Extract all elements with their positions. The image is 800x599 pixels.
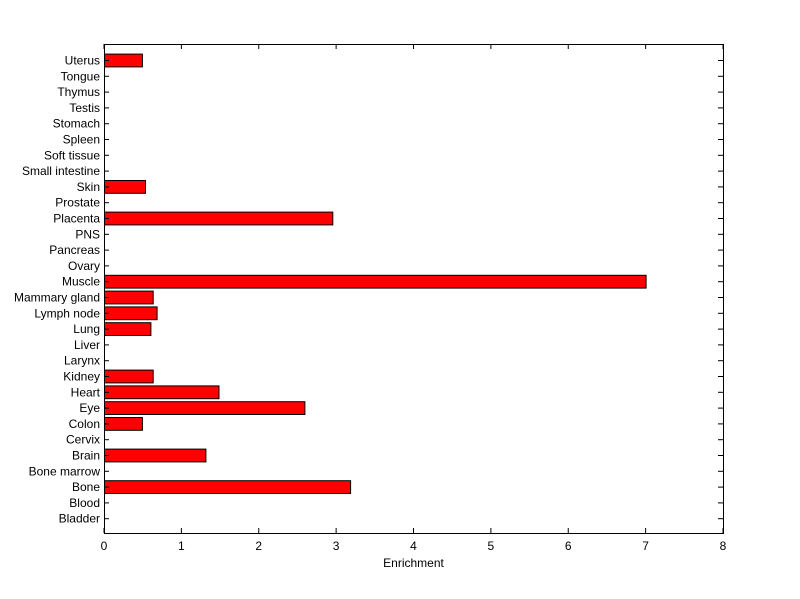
- y-tick-label: Tongue: [61, 69, 101, 83]
- x-tick-label: 0: [101, 539, 108, 553]
- y-tick-label: Liver: [74, 338, 100, 352]
- y-tick-label: Cervix: [66, 433, 100, 447]
- y-tick-label: Lymph node: [34, 306, 100, 320]
- y-tick-label: Larynx: [64, 354, 100, 368]
- x-tick-label: 8: [720, 539, 727, 553]
- y-tick-label: Mammary gland: [14, 291, 100, 305]
- x-axis: 0 1 2 3 4 5 6 7 8: [101, 44, 727, 553]
- x-tick-label: 1: [178, 539, 185, 553]
- bar-mammary-gland: [104, 290, 154, 305]
- bar-brain: [104, 448, 207, 463]
- bar-lymph-node: [104, 306, 158, 321]
- y-tick-label: Colon: [69, 417, 100, 431]
- x-axis-label: Enrichment: [383, 556, 444, 570]
- bar-skin: [104, 180, 146, 194]
- bar-uterus: [104, 53, 143, 68]
- bar-muscle: [104, 274, 647, 289]
- y-tick-label: Lung: [73, 322, 100, 336]
- bars-group: [104, 53, 647, 495]
- y-tick-label: Heart: [71, 385, 101, 399]
- y-tick-label: PNS: [75, 227, 100, 241]
- y-tick-label: Small intestine: [22, 164, 100, 178]
- y-tick-label: Placenta: [53, 212, 100, 226]
- bar-bone: [104, 480, 352, 495]
- y-tick-label: Brain: [72, 449, 100, 463]
- x-tick-label: 7: [642, 539, 649, 553]
- y-tick-label: Kidney: [63, 370, 100, 384]
- y-tick-label: Skin: [77, 180, 100, 194]
- y-tick-label: Pancreas: [49, 243, 100, 257]
- y-tick-label: Stomach: [53, 117, 100, 131]
- y-tick-label: Prostate: [55, 196, 100, 210]
- y-tick-label: Spleen: [63, 133, 100, 147]
- bar-colon: [104, 417, 143, 431]
- bar-lung: [104, 322, 152, 337]
- y-tick-label: Ovary: [68, 259, 100, 273]
- x-tick-label: 2: [255, 539, 262, 553]
- x-tick-label: 3: [333, 539, 340, 553]
- y-tick-label: Testis: [69, 101, 100, 115]
- y-tick-label: Bone marrow: [29, 464, 101, 478]
- y-tick-label: Bone: [72, 480, 100, 494]
- bar-eye: [104, 401, 306, 416]
- y-tick-label: Thymus: [57, 85, 100, 99]
- y-tick-label: Uterus: [65, 54, 100, 68]
- x-tick-label: 5: [488, 539, 495, 553]
- x-tick-label: 6: [565, 539, 572, 553]
- bar-heart: [104, 385, 220, 400]
- y-tick-label: Blood: [69, 496, 100, 510]
- y-tick-label: Bladder: [59, 512, 100, 526]
- bar-kidney: [104, 369, 154, 384]
- bar-placenta: [104, 211, 334, 226]
- x-tick-label: 4: [410, 539, 417, 553]
- y-tick-label: Eye: [79, 401, 100, 415]
- y-tick-label: Muscle: [62, 275, 100, 289]
- y-tick-label: Soft tissue: [44, 148, 100, 162]
